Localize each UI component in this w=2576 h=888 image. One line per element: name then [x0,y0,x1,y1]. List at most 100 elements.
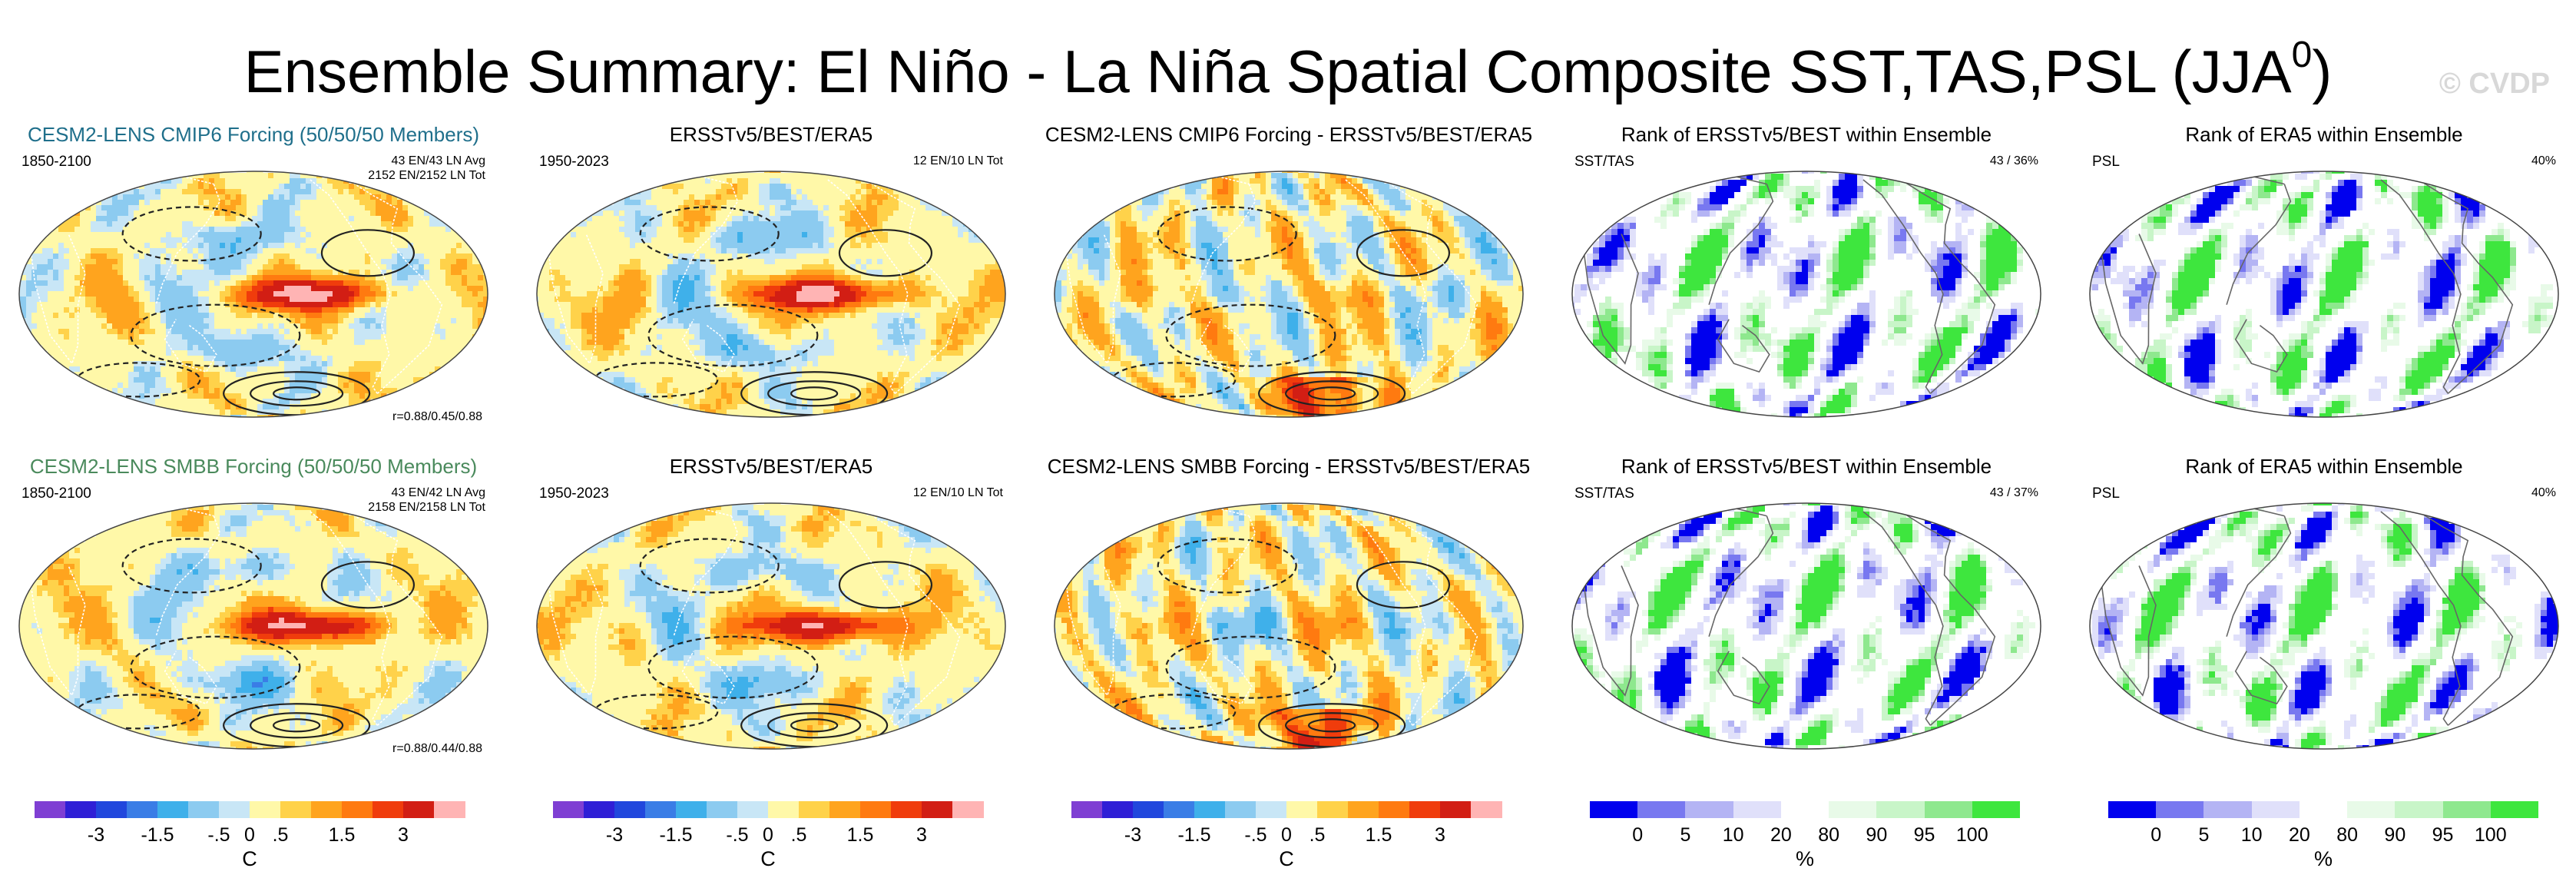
map-cell [381,356,387,362]
map-cell [673,264,679,270]
map-cell [770,237,776,244]
map-cell [74,307,81,313]
map-cell [802,221,808,227]
map-cell [349,210,355,217]
map-cell [829,253,835,260]
map-cell [408,329,414,335]
map-cell [974,264,980,270]
map-cell [37,318,43,324]
map-cell [684,178,690,184]
map-cell [667,243,674,249]
map-cell [775,280,781,287]
map-cell [445,248,452,254]
map-cell [402,205,409,211]
map-cell [284,189,290,195]
map-cell [182,270,188,276]
map-cell [624,210,631,217]
map-cell [402,345,409,351]
map-cell [311,302,317,308]
map-cell [796,286,803,292]
map-cell [53,270,59,276]
map-cell [333,297,339,303]
map-cell [230,318,237,324]
map-cell [134,388,140,394]
map-cell [429,248,435,254]
map-cell [440,286,446,292]
map-cell [236,318,242,324]
map-cell [753,237,760,244]
map-cell [295,194,301,200]
map-cell [359,248,366,254]
map-cell [322,216,328,222]
map-cell [252,259,258,265]
map-cell [230,383,237,389]
map-cell [365,280,371,287]
coastline [155,184,221,305]
map-cell [386,237,392,244]
map-cell [365,270,371,276]
map-cell [64,307,70,313]
map-cell [942,297,948,303]
map-cell [451,270,457,276]
map-cell [743,253,749,260]
map-cell [727,205,733,211]
map-cell [942,248,948,254]
map-cell [225,259,231,265]
map-cell [241,307,247,313]
map-cell [268,178,274,184]
map-cell [829,286,835,292]
map-cell [214,356,220,362]
map-cell [710,253,717,260]
map-cell [101,372,108,378]
map-cell [942,253,948,260]
map-cell [705,264,711,270]
map-cell [322,302,328,308]
map-cell [182,340,188,346]
map-cell [349,356,355,362]
map-cell [392,372,398,378]
map-cell [904,221,910,227]
map-cell [662,237,668,244]
map-cell [770,259,776,265]
map-cell [408,372,414,378]
map-cell [112,383,118,389]
map-cell [295,409,301,416]
map-cell [732,275,738,281]
map-cell [187,356,194,362]
map-cell [171,210,177,217]
map-cell [538,291,545,297]
map-cell [651,253,657,260]
map-cell [451,275,457,281]
map-cell [472,291,478,297]
map-cell [646,259,652,265]
map-cell [381,313,387,319]
map-cell [144,227,151,233]
map-cell [839,184,846,190]
map-cell [866,216,872,222]
map-cell [931,291,937,297]
map-cell [204,248,210,254]
map-cell [882,210,889,217]
map-cell [306,291,312,297]
map-cell [300,194,306,200]
map-cell [440,302,446,308]
map-cell [872,297,878,303]
map-cell [624,275,631,281]
map-cell [279,243,285,249]
map-cell [96,356,102,362]
map-cell [667,184,674,190]
map-cell [354,216,360,222]
map-cell [727,248,733,254]
map-cell [651,302,657,308]
map-cell [198,259,204,265]
map-cell [209,264,215,270]
map-cell [279,259,285,265]
map-cell [370,221,376,227]
map-cell [667,302,674,308]
map-cell [252,189,258,195]
map-cell [316,340,323,346]
map-cell [64,237,70,244]
map-cell [123,329,129,335]
map-cell [85,275,91,281]
map-cell [150,307,156,313]
